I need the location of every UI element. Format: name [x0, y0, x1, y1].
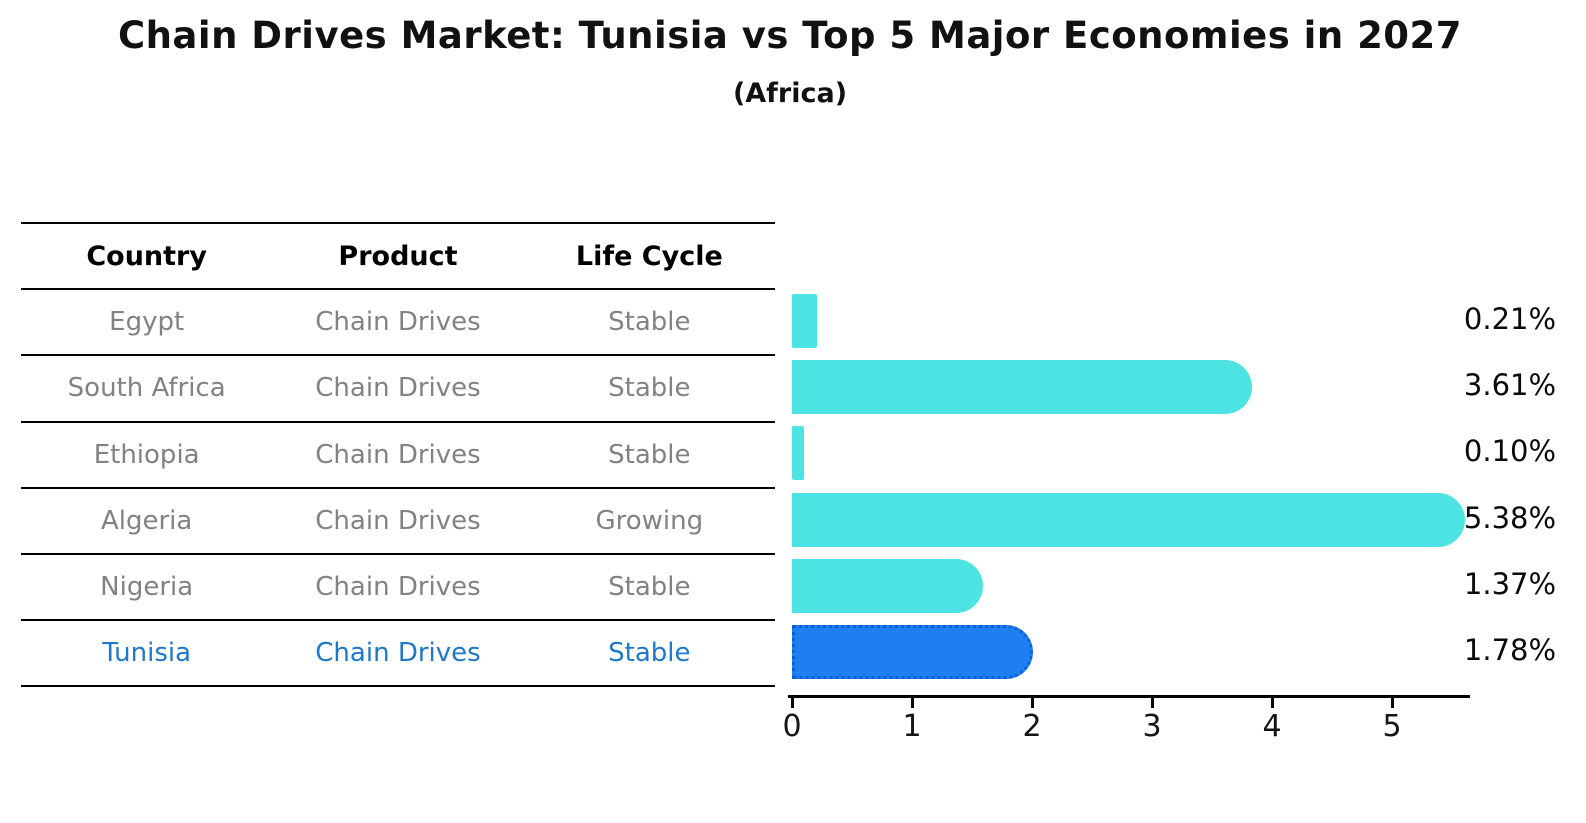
- x-tick: [911, 695, 914, 708]
- table-row: Egypt Chain Drives Stable: [21, 288, 775, 354]
- product-cell: Chain Drives: [315, 439, 481, 470]
- product-cell: Chain Drives: [315, 572, 481, 603]
- bar: [792, 360, 1253, 415]
- product-cell: Chain Drives: [315, 307, 481, 338]
- table-row: Nigeria Chain Drives Stable: [21, 552, 775, 619]
- bar: [792, 492, 1465, 547]
- product-cell: Chain Drives: [315, 638, 481, 669]
- x-tick-label: 4: [1262, 709, 1282, 744]
- x-tick-label: 0: [782, 709, 802, 744]
- country-cell: Tunisia: [102, 638, 192, 669]
- x-axis: [788, 695, 1470, 698]
- x-tick-label: 1: [902, 709, 922, 744]
- value-label: 0.10%: [1463, 434, 1557, 469]
- table-row: South Africa Chain Drives Stable: [21, 354, 775, 420]
- country-cell: Egypt: [109, 307, 185, 338]
- column-header-lifecycle: Life Cycle: [575, 240, 723, 272]
- value-label: 3.61%: [1463, 368, 1557, 403]
- highlight-bar: [792, 624, 1033, 679]
- bar: [792, 426, 804, 481]
- country-cell: Algeria: [100, 505, 193, 536]
- x-tick: [791, 695, 794, 708]
- country-cell: South Africa: [67, 373, 226, 404]
- page-subtitle: (Africa): [732, 78, 848, 109]
- country-table: Country Product Life Cycle Egypt Chain Dr…: [21, 222, 775, 688]
- country-cell: Nigeria: [100, 572, 194, 603]
- table-header-row: Country Product Life Cycle: [21, 222, 775, 288]
- value-label: 5.38%: [1463, 500, 1557, 535]
- table-row: Ethiopia Chain Drives Stable: [21, 420, 775, 487]
- x-tick-label: 3: [1142, 709, 1162, 744]
- x-tick-label: 5: [1382, 709, 1402, 744]
- column-header-product: Product: [338, 240, 458, 272]
- value-label: 0.21%: [1463, 302, 1557, 337]
- product-cell: Chain Drives: [315, 505, 481, 536]
- lifecycle-cell: Stable: [608, 307, 691, 338]
- table-row: Algeria Chain Drives Growing: [21, 486, 775, 553]
- product-cell: Chain Drives: [315, 373, 481, 404]
- table-row: Tunisia Chain Drives Stable: [21, 619, 775, 685]
- lifecycle-cell: Stable: [608, 638, 691, 669]
- x-tick: [1151, 695, 1154, 708]
- country-cell: Ethiopia: [93, 439, 200, 470]
- x-tick-label: 2: [1022, 709, 1042, 744]
- x-tick: [1271, 695, 1274, 708]
- table-body: Egypt Chain Drives Stable South Africa Chain…: [21, 288, 775, 685]
- value-label: 1.37%: [1463, 566, 1557, 601]
- x-tick: [1391, 695, 1394, 708]
- bar: [792, 558, 984, 613]
- lifecycle-cell: Stable: [608, 373, 691, 404]
- lifecycle-cell: Stable: [608, 439, 691, 470]
- lifecycle-cell: Growing: [595, 505, 704, 536]
- page-title: Chain Drives Market: Tunisia vs Top 5 Ma…: [117, 14, 1463, 57]
- value-label: 1.78%: [1463, 632, 1557, 667]
- bar: [792, 294, 818, 349]
- column-header-country: Country: [86, 240, 207, 272]
- x-tick: [1031, 695, 1034, 708]
- lifecycle-cell: Stable: [608, 572, 691, 603]
